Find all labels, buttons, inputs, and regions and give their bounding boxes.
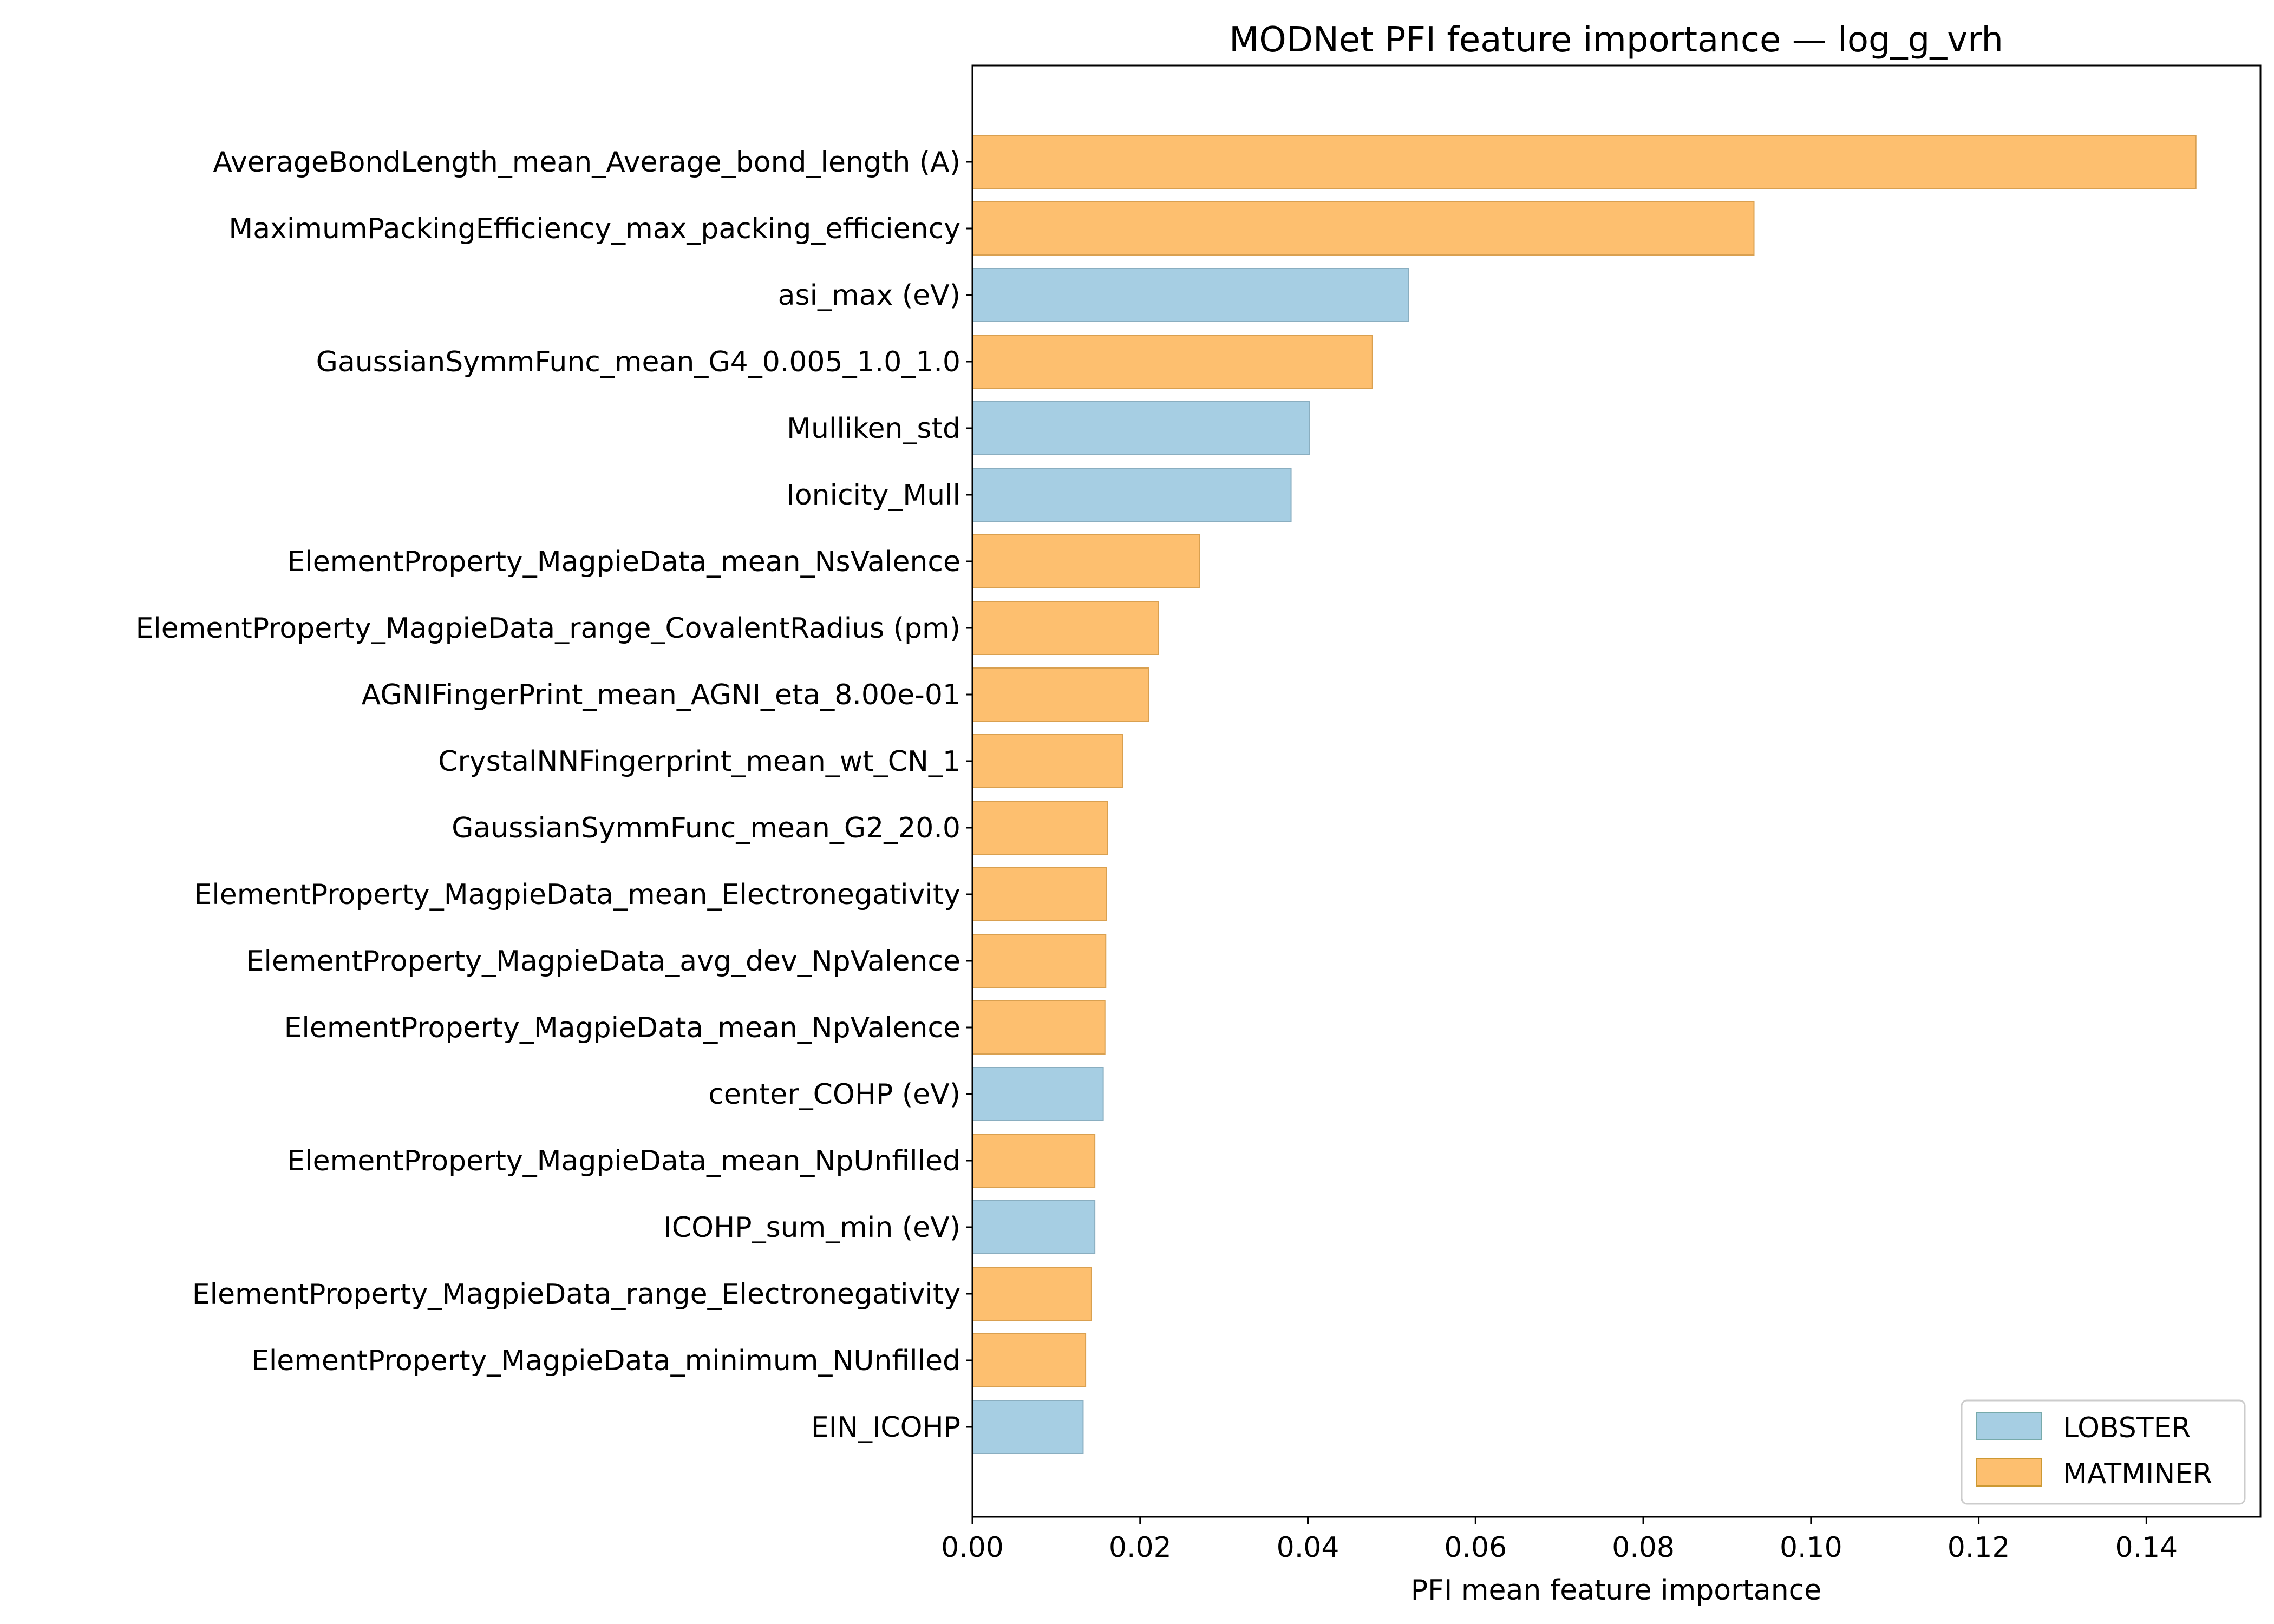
- y-tick-label: center_COHP (eV): [708, 1078, 960, 1111]
- bar-matminer: [972, 201, 1755, 256]
- bar-matminer: [972, 1000, 1106, 1055]
- bar-matminer: [972, 335, 1373, 389]
- y-tick-label: ElementProperty_MagpieData_mean_NpUnfill…: [287, 1145, 960, 1177]
- bar-lobster: [972, 268, 1409, 322]
- x-tick-label: 0.10: [1780, 1531, 1842, 1564]
- y-tick-label: ElementProperty_MagpieData_avg_dev_NpVal…: [246, 945, 960, 978]
- bars-group: [972, 135, 2197, 1454]
- y-tick-label: AverageBondLength_mean_Average_bond_leng…: [213, 146, 960, 179]
- bar-matminer: [972, 135, 2197, 189]
- legend-swatch-lobster: [1976, 1412, 2042, 1440]
- x-tick-label: 0.02: [1109, 1531, 1172, 1564]
- legend-label-lobster: LOBSTER: [2063, 1412, 2191, 1444]
- y-tick-label: ElementProperty_MagpieData_range_Electro…: [192, 1278, 960, 1311]
- bar-matminer: [972, 1267, 1092, 1321]
- bar-lobster: [972, 1400, 1084, 1454]
- bar-lobster: [972, 468, 1292, 522]
- legend-swatch-matminer: [1976, 1458, 2042, 1487]
- x-tick-label: 0.12: [1948, 1531, 2010, 1564]
- bar-matminer: [972, 734, 1123, 788]
- legend-label-matminer: MATMINER: [2063, 1458, 2212, 1490]
- y-tick-label: GaussianSymmFunc_mean_G2_20.0: [452, 812, 960, 844]
- bar-matminer: [972, 934, 1107, 988]
- bar-lobster: [972, 1200, 1096, 1254]
- x-tick-label: 0.08: [1612, 1531, 1675, 1564]
- y-tick-label: MaximumPackingEfficiency_max_packing_eff…: [228, 213, 960, 245]
- x-tick-label: 0.00: [941, 1531, 1004, 1564]
- y-tick-label: ElementProperty_MagpieData_range_Covalen…: [135, 612, 960, 645]
- x-tick-labels: 0.00 0.02 0.04 0.06 0.08 0.10 0.12 0.14: [941, 1517, 2178, 1564]
- plot-frame: [971, 64, 2262, 1518]
- y-tick-labels: AverageBondLength_mean_Average_bond_leng…: [135, 146, 972, 1444]
- bar-matminer: [972, 1134, 1096, 1188]
- bar-lobster: [972, 401, 1310, 455]
- x-tick-label: 0.04: [1277, 1531, 1339, 1564]
- bar-matminer: [972, 1333, 1087, 1387]
- x-axis-label: PFI mean feature importance: [1411, 1574, 1822, 1607]
- y-tick-label: ElementProperty_MagpieData_minimum_NUnfi…: [251, 1345, 960, 1377]
- y-tick-label: AGNIFingerPrint_mean_AGNI_eta_8.00e-01: [362, 679, 960, 711]
- y-tick-label: ICOHP_sum_min (eV): [664, 1212, 960, 1244]
- y-tick-label: ElementProperty_MagpieData_mean_Electron…: [194, 879, 960, 911]
- x-tick-label: 0.06: [1444, 1531, 1507, 1564]
- y-tick-label: CrystalNNFingerprint_mean_wt_CN_1: [438, 745, 960, 778]
- y-tick-label: Ionicity_Mull: [787, 479, 960, 512]
- bar-matminer: [972, 801, 1108, 855]
- bar-matminer: [972, 601, 1159, 655]
- y-tick-label: GaussianSymmFunc_mean_G4_0.005_1.0_1.0: [316, 346, 960, 378]
- chart-title: MODNet PFI feature importance — log_g_vr…: [1229, 20, 2003, 60]
- bar-matminer: [972, 667, 1149, 722]
- bar-lobster: [972, 1067, 1104, 1121]
- x-tick-label: 0.14: [2115, 1531, 2178, 1564]
- bar-matminer: [972, 534, 1200, 588]
- bar-matminer: [972, 867, 1107, 921]
- y-tick-label: EIN_ICOHP: [811, 1411, 960, 1444]
- y-tick-label: ElementProperty_MagpieData_mean_NsValenc…: [287, 546, 960, 578]
- legend: LOBSTER MATMINER: [1961, 1399, 2246, 1505]
- y-tick-label: ElementProperty_MagpieData_mean_NpValenc…: [284, 1012, 960, 1044]
- y-tick-label: Mulliken_std: [787, 412, 960, 445]
- y-tick-label: asi_max (eV): [778, 279, 960, 312]
